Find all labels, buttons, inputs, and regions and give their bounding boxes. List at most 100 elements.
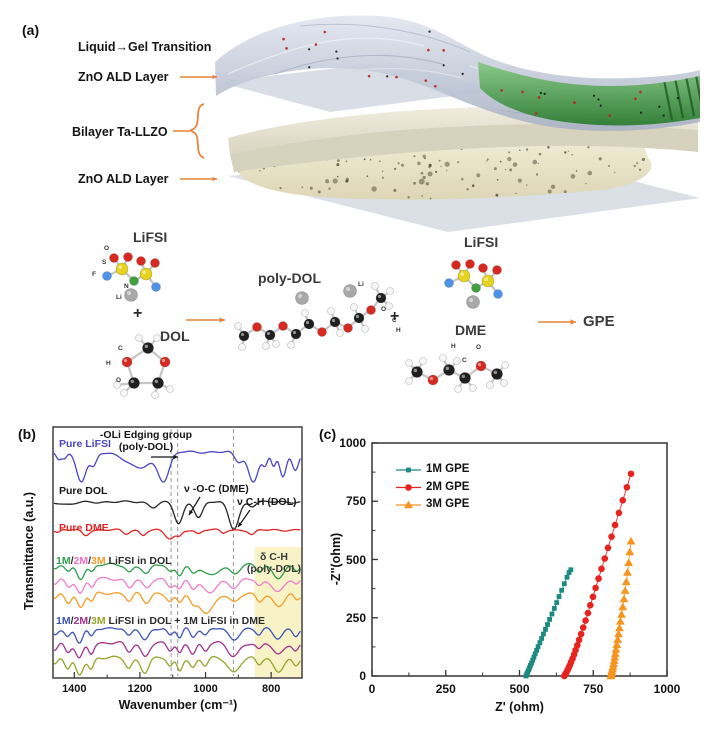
red-ion-dot: [282, 37, 285, 41]
layer-label-bilayer: Bilayer Ta-LLZO: [72, 125, 168, 139]
pore-hole: [249, 187, 255, 192]
atom-c: [303, 318, 315, 330]
atom-h: [113, 381, 121, 389]
atom-highlight: [305, 320, 310, 325]
pore-speckle: [393, 188, 397, 192]
pore-speckle: [345, 179, 349, 183]
atom-h: [454, 385, 462, 393]
ftir-curve-7: [53, 627, 301, 644]
atom-highlight: [123, 358, 128, 363]
atom-o: [121, 356, 133, 368]
ftir-curve-1: [53, 450, 301, 483]
atom-o: [150, 258, 160, 268]
pore-speckle: [636, 162, 639, 165]
atom-c: [411, 366, 423, 378]
pore-speckle: [446, 169, 448, 172]
red-ion-dot: [367, 74, 371, 78]
data-point-square: [539, 636, 545, 641]
pore-hole: [570, 174, 576, 179]
pore-speckle: [363, 158, 366, 161]
group1-part-1: /: [70, 555, 74, 567]
atom-c: [353, 312, 365, 324]
ftir-curve-5: [53, 576, 301, 594]
data-point-circle: [627, 470, 635, 478]
atom-h: [350, 303, 358, 311]
reaction-arrows: [186, 317, 576, 325]
red-ion-dot: [573, 101, 576, 104]
data-point-square: [547, 616, 552, 622]
pore-speckle: [381, 176, 384, 179]
group1-part-4: 3M: [91, 555, 106, 567]
pore-speckle: [369, 159, 372, 161]
molecule-label-lifsi-1: LiFSI: [133, 229, 168, 245]
data-point-square: [540, 631, 546, 637]
molecule-label-lifsi-2: LiFSI: [464, 234, 499, 250]
pore-speckle: [509, 168, 513, 172]
pore-speckle: [457, 161, 460, 164]
pore-hole: [547, 189, 552, 194]
eis-x-tick-label: 0: [368, 682, 376, 696]
group1-part-2: 2M: [73, 555, 89, 567]
atom-h: [361, 325, 369, 333]
atom-o: [427, 374, 439, 386]
eis-y-tick-label: 750: [345, 494, 366, 509]
pore-speckle: [336, 163, 340, 167]
atom-letter-label: H: [396, 327, 401, 334]
atom-f: [493, 289, 503, 299]
ftir-curve-6: [53, 591, 301, 615]
layer-label-zno-bottom: ZnO ALD Layer: [78, 172, 169, 186]
data-point-circle: [604, 544, 612, 552]
curve-label-pure-lifsi: Pure LiFSI: [59, 438, 111, 450]
pore-hole: [507, 156, 512, 162]
red-ion-dot: [434, 84, 437, 88]
arrow-head: [212, 176, 217, 182]
atom-highlight: [377, 294, 382, 299]
red-ion-dot: [608, 114, 611, 117]
pore-speckle: [301, 186, 304, 189]
atom-highlight: [126, 290, 132, 296]
atom-o: [475, 360, 487, 372]
ftir-curve-3: [53, 528, 301, 540]
molecule-lifsi: [444, 259, 503, 309]
atom-h: [327, 307, 335, 315]
atom-highlight: [292, 330, 297, 335]
atom-c: [375, 292, 387, 304]
atom-h: [135, 334, 143, 342]
atom-letter-label: O: [476, 344, 481, 351]
gel-region: [478, 62, 700, 126]
pore-speckle: [440, 165, 442, 168]
data-point-circle: [623, 483, 631, 491]
atom-letter-label: C: [392, 317, 397, 324]
data-point-triangle: [620, 586, 630, 594]
atom-c: [264, 329, 276, 341]
ftir-x-tick-label: 800: [261, 683, 281, 695]
dark-ion-dot: [308, 66, 311, 69]
plus-sign-1: +: [133, 305, 143, 322]
pore-hole: [517, 178, 522, 183]
atom-h: [234, 322, 242, 330]
data-point-circle: [592, 584, 599, 592]
data-point-square: [530, 657, 536, 663]
atom-c: [152, 377, 164, 389]
dark-ion-dot: [592, 94, 596, 97]
atom-c: [128, 377, 140, 389]
atom-f: [151, 282, 161, 292]
atom-o: [343, 323, 353, 333]
atom-highlight: [493, 370, 498, 375]
atom-f: [102, 271, 112, 281]
layer-stack-illustration: [173, 15, 700, 232]
pore-speckle: [537, 162, 539, 164]
pore-hole: [427, 171, 433, 177]
eis-y-tick-label: 250: [345, 610, 366, 625]
data-point-triangle: [618, 602, 628, 611]
red-ion-dot: [314, 43, 318, 46]
plus-sign-2: +: [390, 308, 400, 325]
atom-n: [471, 283, 481, 293]
data-point-square: [529, 660, 534, 666]
pore-speckle: [525, 148, 529, 151]
atom-h: [500, 379, 508, 387]
atom-h: [287, 341, 295, 349]
red-ion-dot: [639, 90, 642, 94]
dark-ion-dot: [599, 104, 602, 107]
atom-c: [459, 372, 471, 384]
